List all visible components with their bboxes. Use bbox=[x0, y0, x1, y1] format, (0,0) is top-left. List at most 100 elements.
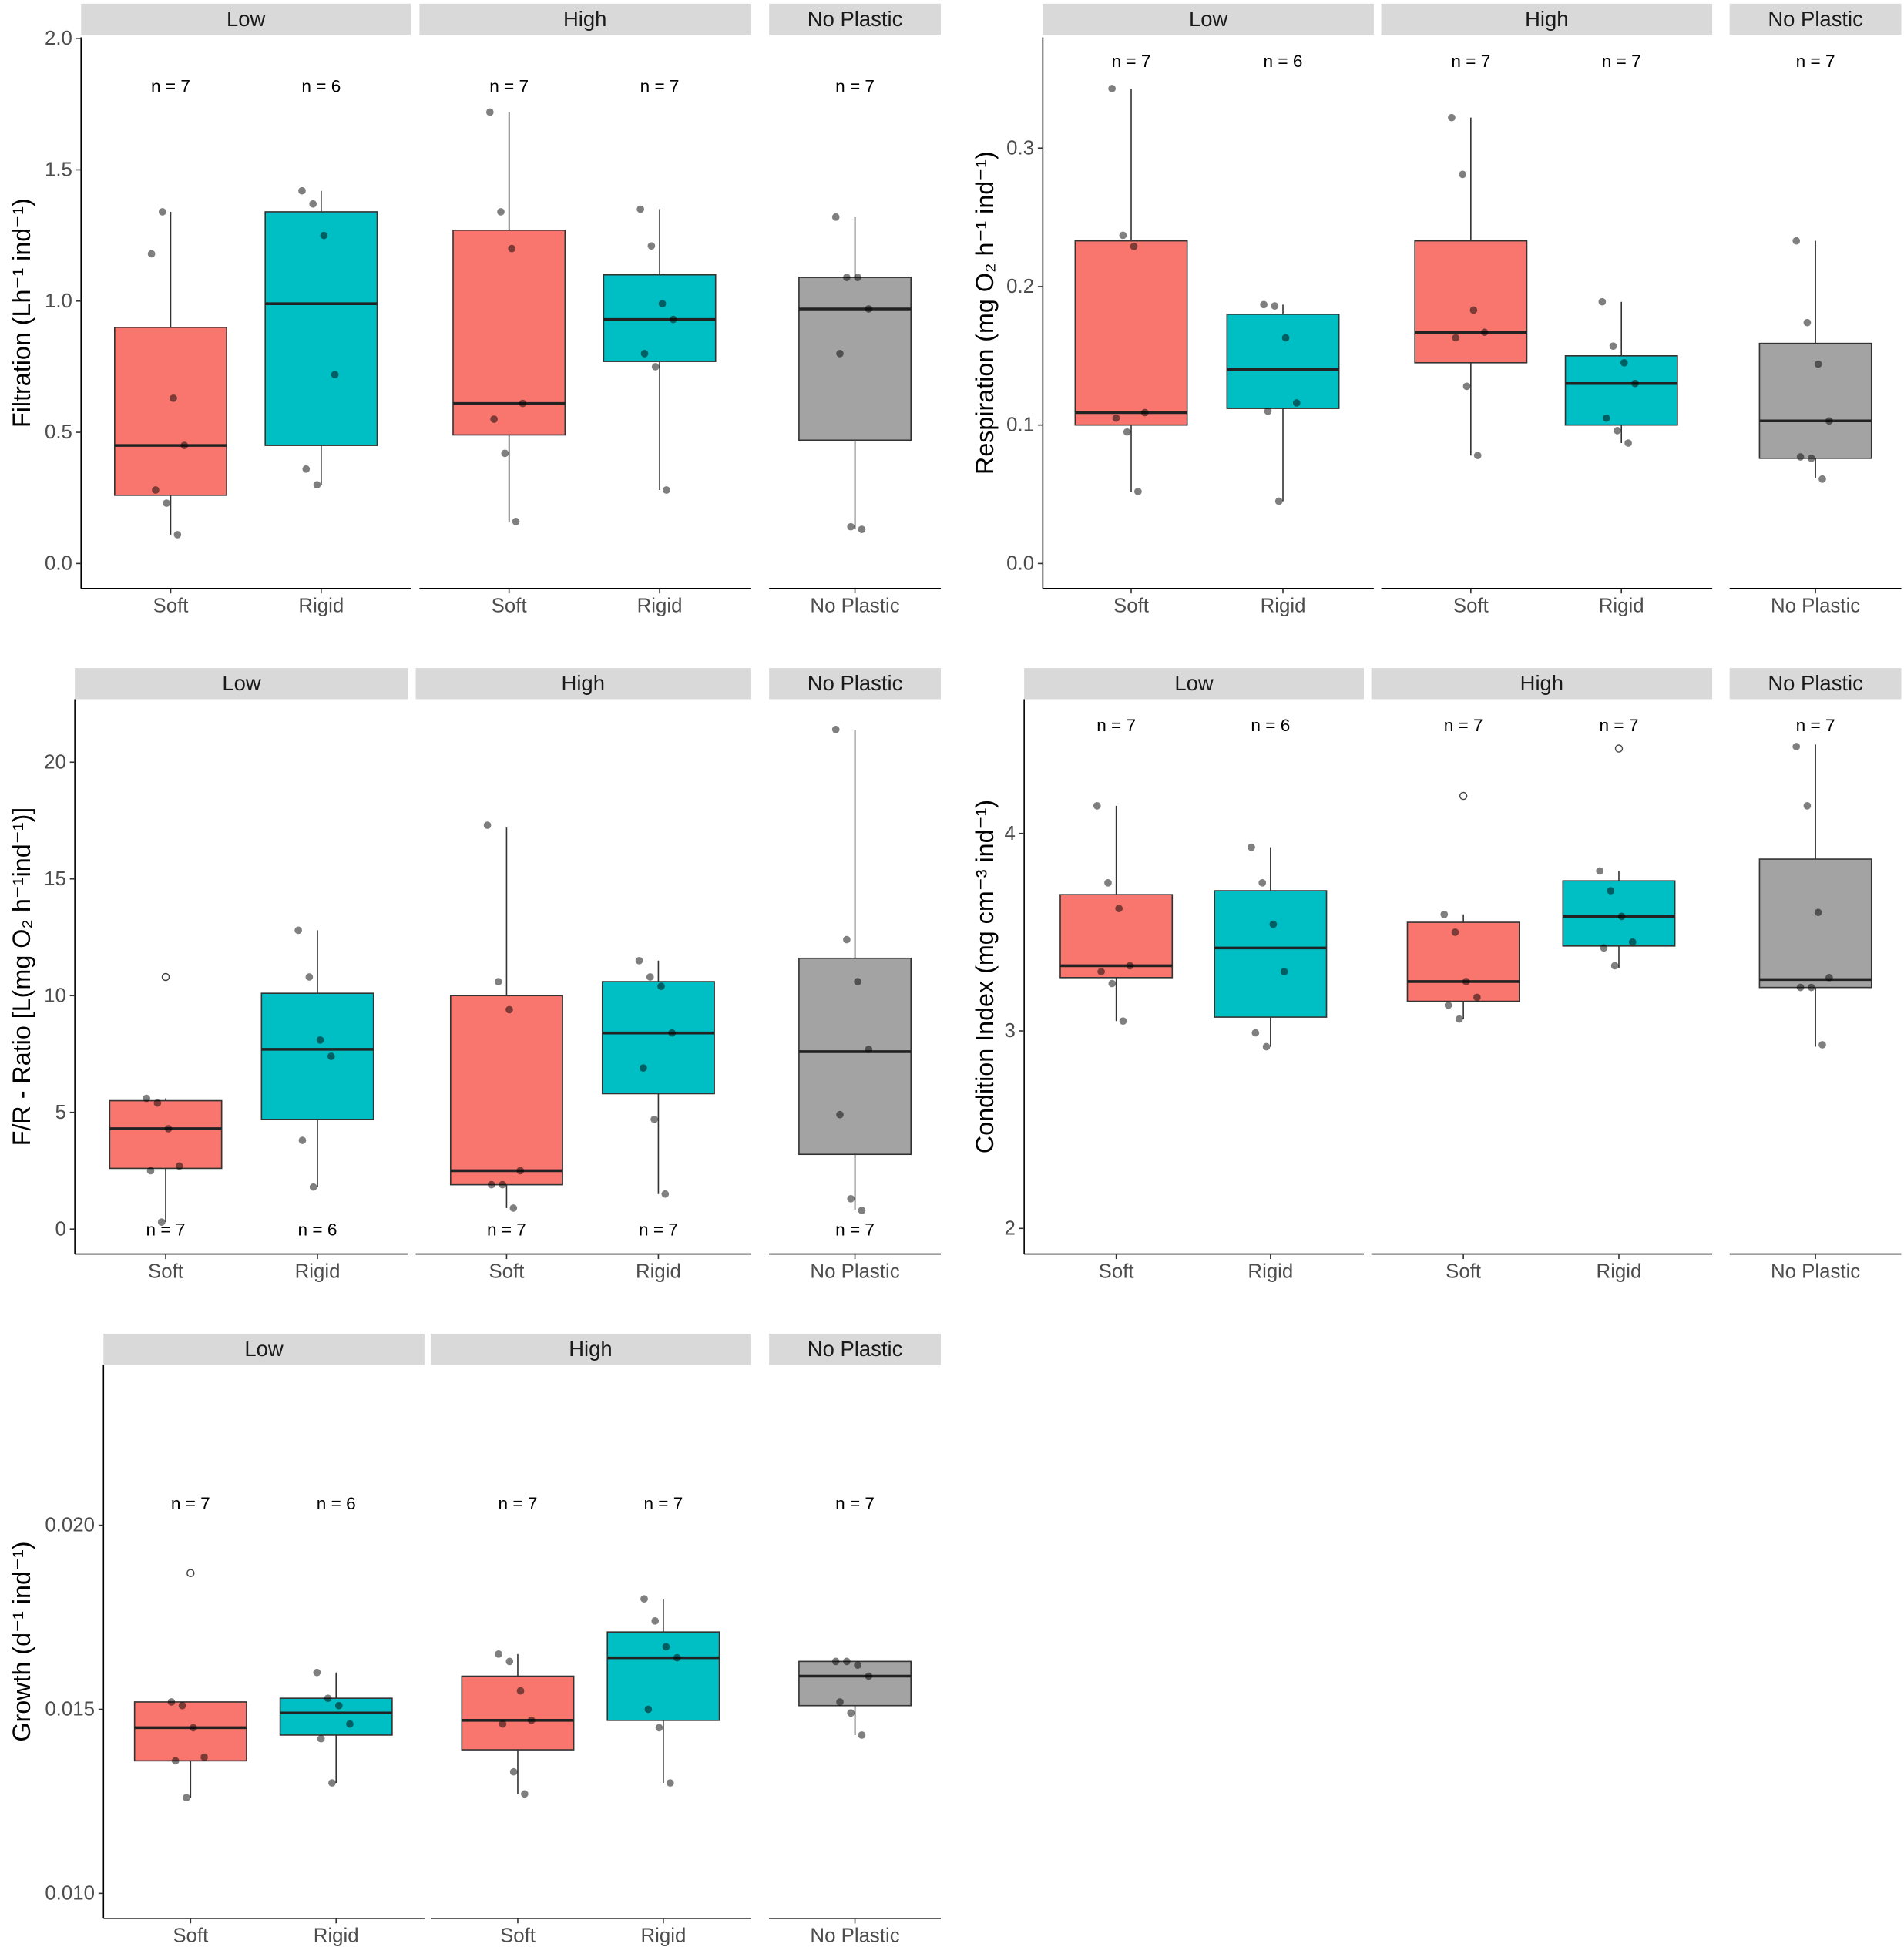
facet-strip-label: High bbox=[569, 1337, 612, 1361]
y-tick-label: 0.1 bbox=[1006, 415, 1034, 436]
data-point bbox=[651, 1616, 660, 1625]
data-point bbox=[1462, 978, 1470, 985]
data-point bbox=[1448, 113, 1456, 122]
data-point bbox=[320, 231, 328, 240]
x-tick-label: No Plastic bbox=[810, 1925, 899, 1947]
data-point bbox=[1631, 379, 1639, 388]
data-point bbox=[646, 973, 654, 981]
data-point bbox=[171, 1757, 180, 1765]
data-point bbox=[1609, 342, 1617, 351]
data-point bbox=[1140, 408, 1149, 417]
x-tick-label: Soft bbox=[1446, 1261, 1481, 1282]
facet-strip bbox=[1371, 668, 1713, 700]
x-tick-label: Soft bbox=[492, 595, 527, 616]
facet-strip bbox=[769, 3, 941, 35]
data-point bbox=[1119, 231, 1127, 240]
data-point bbox=[635, 956, 643, 965]
data-point bbox=[865, 1046, 873, 1053]
data-point bbox=[158, 208, 166, 216]
box-soft bbox=[449, 995, 563, 1186]
box-no-plastic bbox=[1758, 858, 1872, 989]
data-point bbox=[488, 1180, 495, 1189]
facet-strip-label: Low bbox=[1189, 7, 1228, 31]
facet-strip bbox=[769, 668, 941, 700]
x-tick-label: Soft bbox=[173, 1925, 208, 1947]
data-point bbox=[1803, 318, 1812, 327]
x-tick-label: Rigid bbox=[1248, 1261, 1293, 1282]
y-tick-label: 0.5 bbox=[45, 421, 72, 443]
y-tick-label: 1.0 bbox=[45, 290, 72, 312]
box-soft bbox=[461, 1675, 575, 1751]
n-label: n = 7 bbox=[1602, 52, 1641, 71]
data-point bbox=[521, 1790, 529, 1798]
data-point bbox=[1280, 968, 1288, 975]
x-tick-label: Rigid bbox=[1599, 595, 1644, 616]
data-point bbox=[1818, 1041, 1826, 1049]
data-point bbox=[1480, 328, 1489, 337]
data-point bbox=[173, 531, 182, 539]
data-point bbox=[1260, 300, 1268, 309]
facet-strip bbox=[1043, 3, 1374, 35]
data-point bbox=[527, 1716, 536, 1724]
n-label: n = 7 bbox=[1796, 716, 1835, 735]
n-label: n = 7 bbox=[640, 77, 680, 96]
data-point bbox=[647, 242, 656, 250]
facet-strip-label: No Plastic bbox=[808, 7, 903, 31]
data-point bbox=[153, 1099, 162, 1107]
facet-strip-label: Low bbox=[1174, 671, 1214, 695]
box-rigid bbox=[1564, 355, 1678, 426]
data-point bbox=[854, 978, 861, 985]
data-point bbox=[847, 1709, 855, 1717]
box-soft bbox=[1414, 240, 1528, 364]
facet-strip-label: High bbox=[563, 7, 606, 31]
data-point bbox=[1262, 1042, 1271, 1051]
facet-strip-label: Low bbox=[227, 7, 266, 31]
n-label: n = 6 bbox=[317, 1494, 356, 1513]
facet-strip-label: No Plastic bbox=[1768, 671, 1863, 695]
data-point bbox=[1796, 453, 1805, 461]
data-point bbox=[146, 1167, 155, 1175]
y-tick-label: 0.015 bbox=[45, 1699, 95, 1720]
facet-strip-label: No Plastic bbox=[808, 671, 903, 695]
x-tick-label: No Plastic bbox=[1771, 595, 1860, 616]
data-point bbox=[640, 1595, 648, 1603]
n-label: n = 6 bbox=[301, 77, 341, 96]
x-tick-label: Rigid bbox=[298, 595, 344, 616]
data-point bbox=[152, 486, 160, 494]
data-point bbox=[309, 200, 317, 208]
n-label: n = 7 bbox=[639, 1220, 678, 1239]
facet-strip-label: Low bbox=[222, 671, 261, 695]
data-point bbox=[1473, 452, 1482, 460]
n-label: n = 7 bbox=[151, 77, 190, 96]
y-axis-title: Filtration (Lh⁻¹ ind⁻¹) bbox=[8, 198, 35, 428]
y-tick-label: 0.2 bbox=[1006, 276, 1034, 297]
outlier-point bbox=[161, 972, 170, 982]
box-no-plastic bbox=[798, 1660, 912, 1707]
data-point bbox=[328, 1779, 336, 1787]
box-soft bbox=[452, 229, 566, 436]
data-point bbox=[1628, 938, 1637, 946]
x-tick-label: Soft bbox=[153, 595, 188, 616]
data-point bbox=[1271, 302, 1279, 310]
data-point bbox=[516, 1687, 525, 1695]
data-point bbox=[865, 305, 873, 313]
data-point bbox=[512, 518, 520, 525]
n-label: n = 7 bbox=[487, 1220, 526, 1239]
data-point bbox=[485, 108, 494, 116]
facet-strip bbox=[1729, 3, 1902, 35]
box-rigid bbox=[1226, 314, 1340, 409]
data-point bbox=[298, 1136, 307, 1144]
box-rigid bbox=[1214, 890, 1328, 1018]
data-point bbox=[1115, 905, 1123, 912]
chart-panel-5: 0.010 0.015 0.020 Growth (d⁻¹ ind⁻¹) Low n = … bbox=[8, 1333, 941, 1947]
data-point bbox=[183, 1794, 190, 1802]
data-point bbox=[501, 449, 509, 458]
data-point bbox=[662, 1643, 670, 1651]
data-point bbox=[1134, 488, 1142, 495]
facet-strip bbox=[81, 3, 411, 35]
data-point bbox=[190, 1724, 197, 1732]
data-point bbox=[1825, 417, 1833, 425]
data-point bbox=[313, 481, 321, 489]
n-label: n = 7 bbox=[835, 77, 875, 96]
y-axis-title: Respiration (mg O₂ h⁻¹ ind⁻¹) bbox=[971, 151, 999, 475]
